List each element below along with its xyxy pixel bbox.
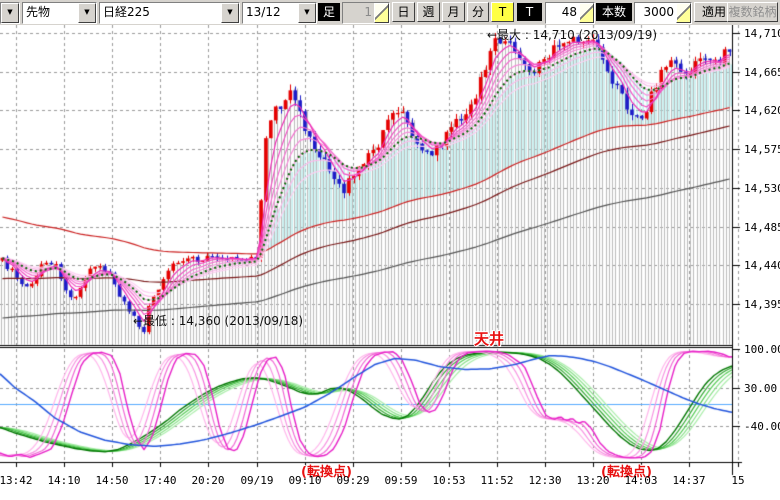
bar-count-label: 本数: [596, 3, 632, 21]
period-week-button[interactable]: 週: [417, 2, 440, 22]
bar-interval-value: 1: [364, 5, 372, 19]
ceiling-annotation: 天井: [474, 330, 505, 348]
price-tick-label: 14,575: [744, 143, 780, 156]
period-tick-button[interactable]: T: [491, 2, 514, 22]
bar-interval-spinner[interactable]: 1: [342, 2, 390, 24]
price-tick-label: 14,620: [744, 104, 780, 117]
tick-count-value: 48: [561, 5, 577, 19]
tick-count-spinner[interactable]: 48: [545, 2, 595, 24]
osc-tick-label: 100.00: [744, 343, 780, 356]
time-tick-label: 13:42: [0, 474, 33, 487]
chevron-down-icon[interactable]: ▼: [1, 3, 19, 23]
spinner-icon[interactable]: [579, 3, 594, 23]
toolbar: ▼ 先物 ▼ 日経225 ▼ 13/12 ▼ 足 1 日 週 月 分 T T 4…: [0, 0, 780, 26]
price-tick-label: 14,395: [744, 298, 780, 311]
chevron-down-icon[interactable]: ▼: [221, 3, 239, 23]
contract-month-value: 13/12: [246, 5, 281, 19]
time-tick-label: 17:40: [143, 474, 177, 487]
osc-tick-label: -40.00: [744, 420, 780, 433]
price-tick-label: 14,440: [744, 259, 780, 272]
time-tick-label: 09:10: [288, 474, 322, 487]
chart-canvas[interactable]: [0, 25, 780, 500]
multi-symbol-button[interactable]: 複数銘柄: [727, 2, 778, 22]
contract-month-select[interactable]: 13/12 ▼: [242, 2, 317, 24]
period-minute-button[interactable]: 分: [467, 2, 489, 22]
time-tick-label: 14:03: [624, 474, 658, 487]
time-tick-label: 13:20: [576, 474, 610, 487]
time-tick-label: 09:59: [384, 474, 418, 487]
time-tick-label: 09:29: [336, 474, 370, 487]
period-day-button[interactable]: 日: [392, 2, 415, 22]
time-tick-label: 14:37: [672, 474, 706, 487]
bar-count-spinner[interactable]: 3000: [634, 2, 692, 24]
bar-count-value: 3000: [643, 5, 674, 19]
tick-count-label: T: [517, 3, 542, 21]
bar-label: 足: [318, 3, 340, 21]
period-month-button[interactable]: 月: [442, 2, 465, 22]
time-tick-label: 11:52: [480, 474, 514, 487]
price-tick-label: 14,530: [744, 182, 780, 195]
turning-point-annotation: (転換点): [601, 465, 652, 480]
time-tick-label: 10:53: [432, 474, 466, 487]
price-tick-label: 14,665: [744, 66, 780, 79]
chevron-down-icon[interactable]: ▼: [78, 3, 96, 23]
max-price-annotation: ←最大 : 14,710 (2013/09/19): [487, 28, 658, 42]
time-tick-label: 15: [731, 474, 745, 487]
osc-tick-label: 30.00: [744, 382, 778, 395]
turning-point-annotation: (転換点): [301, 465, 352, 480]
time-tick-label: 12:30: [528, 474, 562, 487]
time-tick-label: 09/19: [240, 474, 274, 487]
time-tick-label: 14:10: [47, 474, 81, 487]
price-tick-label: 14,485: [744, 221, 780, 234]
min-price-annotation: ←最低 : 14,360 (2013/09/18): [133, 314, 304, 328]
chevron-down-icon[interactable]: ▼: [298, 3, 316, 23]
time-tick-label: 14:50: [95, 474, 129, 487]
symbol-select[interactable]: 日経225 ▼: [99, 2, 240, 24]
symbol-select-value: 日経225: [103, 5, 150, 19]
chart-area: ←最大 : 14,710 (2013/09/19) ←最低 : 14,360 (…: [0, 25, 780, 500]
hidden-combo[interactable]: ▼: [0, 2, 20, 24]
price-tick-label: 14,710: [744, 27, 780, 40]
spinner-icon[interactable]: [374, 3, 389, 23]
time-tick-label: 20:20: [191, 474, 225, 487]
market-select[interactable]: 先物 ▼: [22, 2, 97, 24]
spinner-icon[interactable]: [676, 3, 691, 23]
market-select-value: 先物: [26, 5, 51, 19]
